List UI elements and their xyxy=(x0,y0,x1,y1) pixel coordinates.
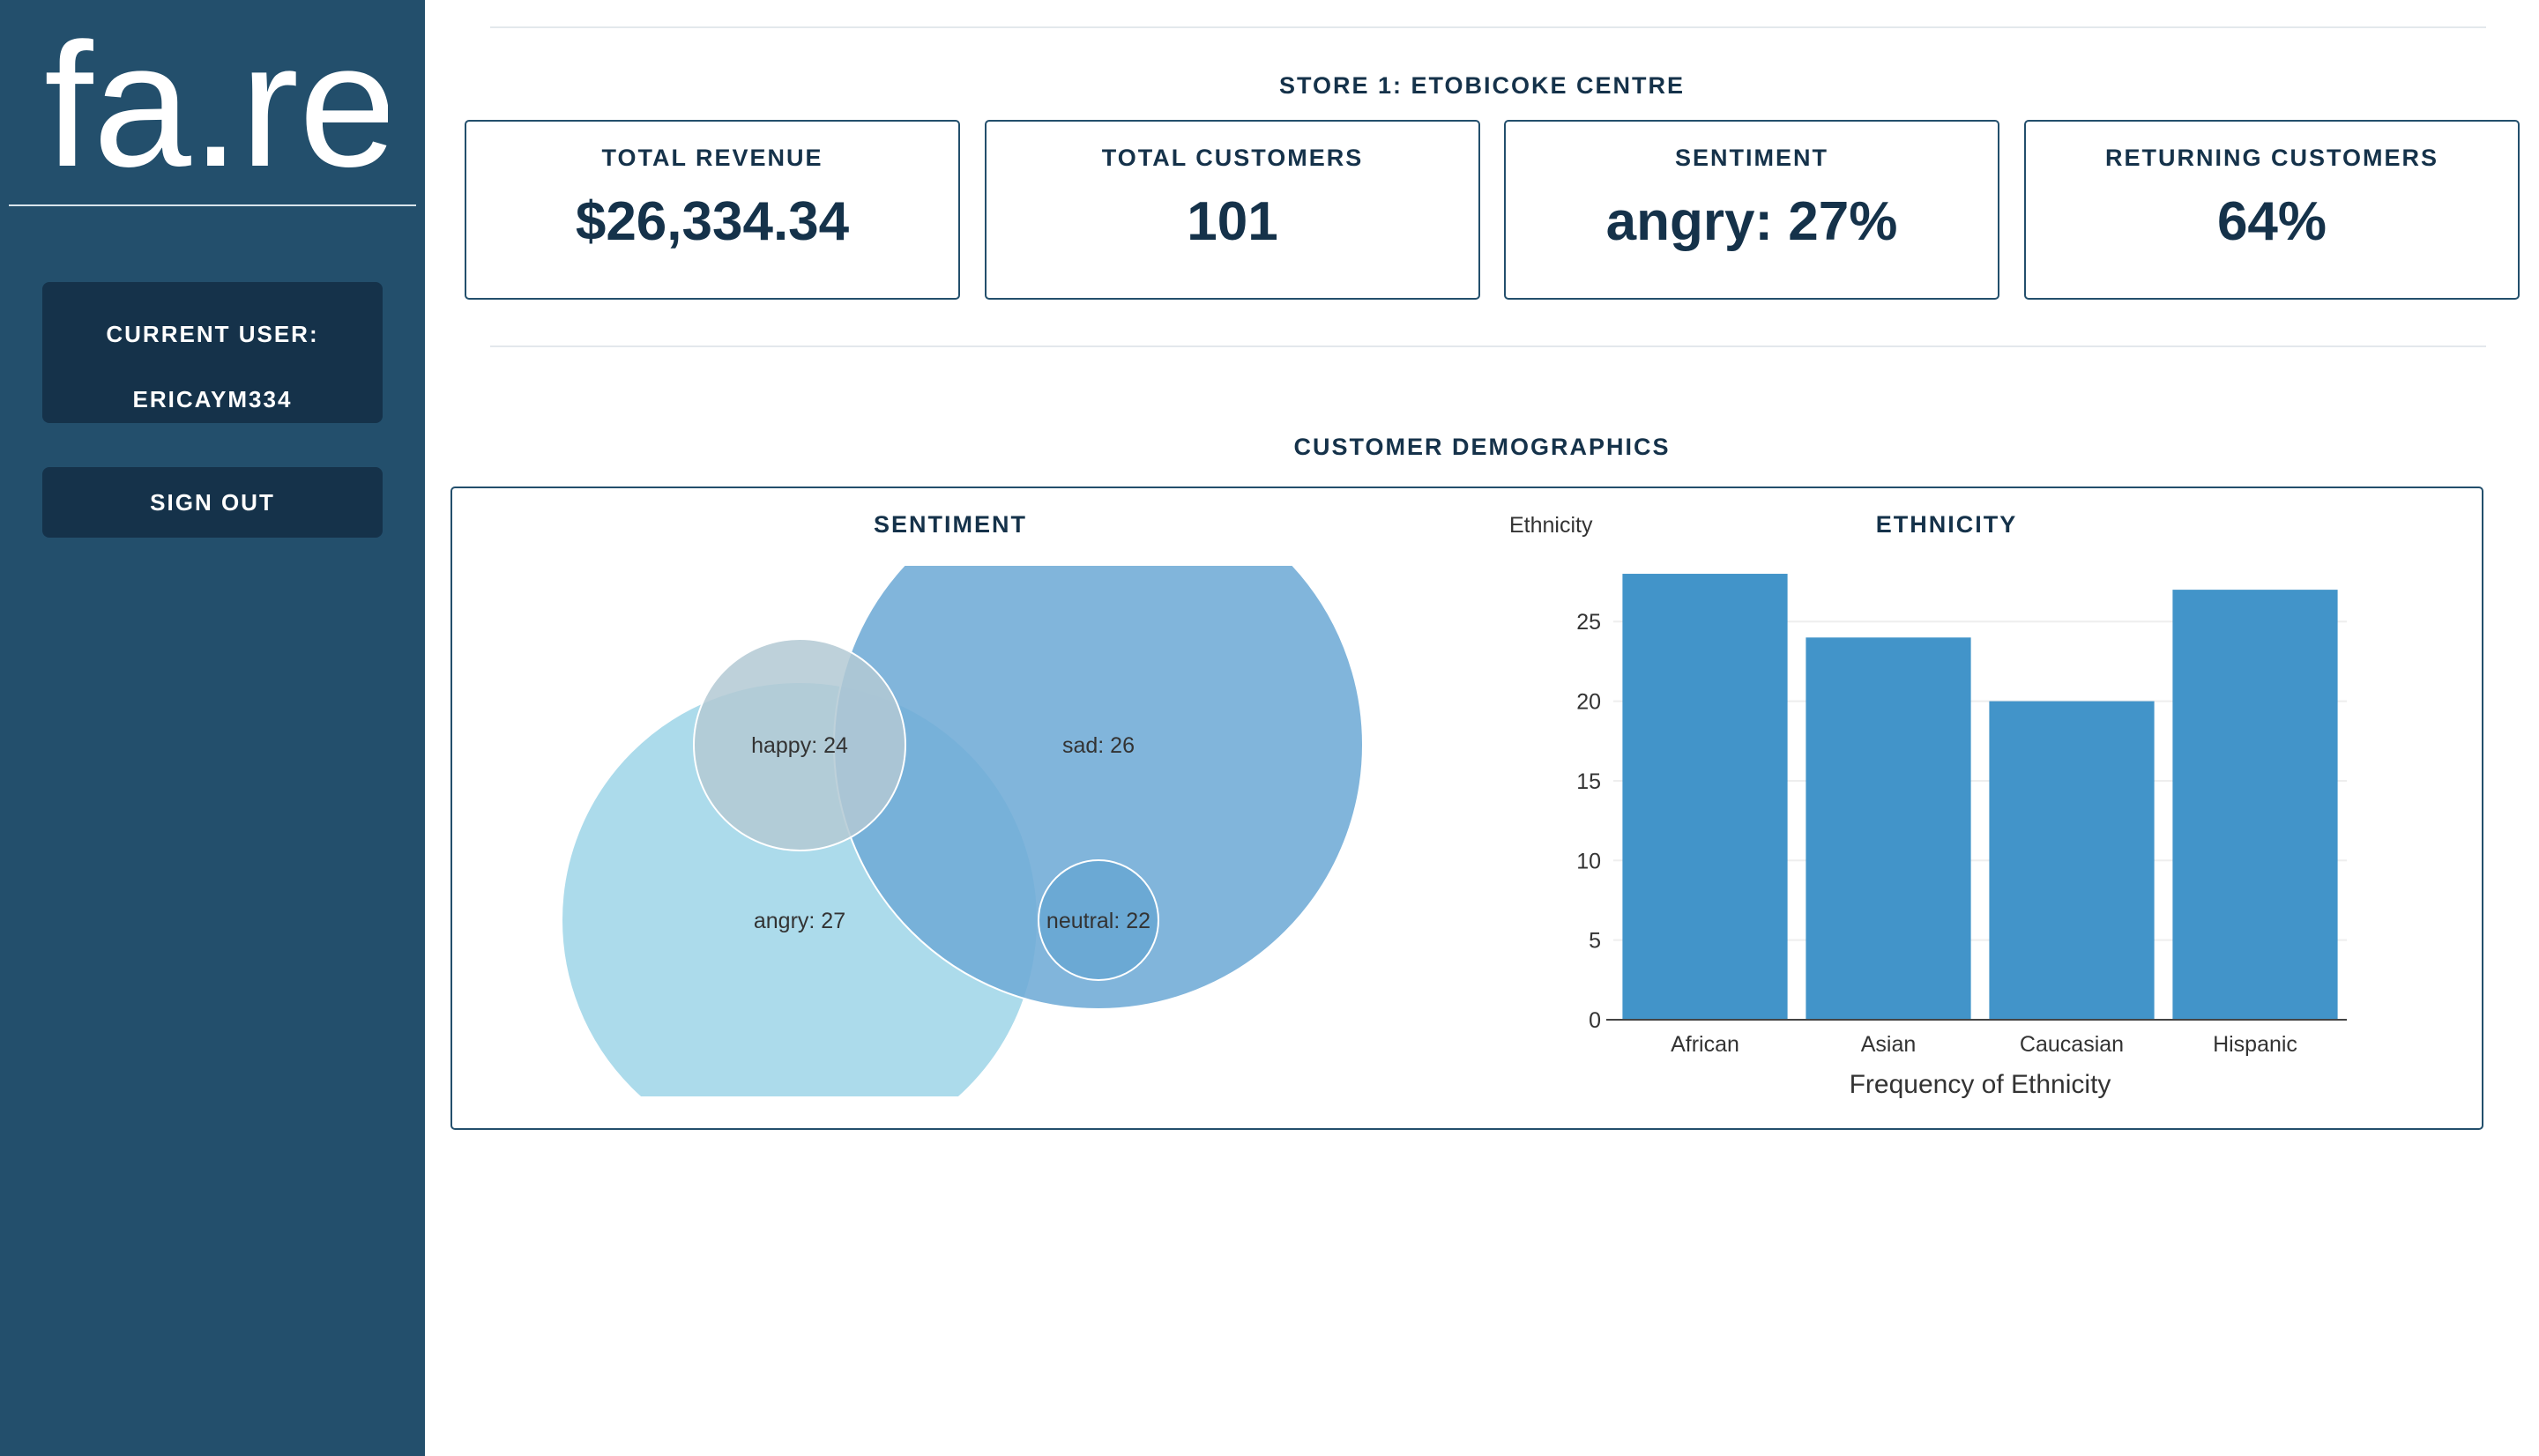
logo-divider xyxy=(9,204,416,206)
current-user-box: CURRENT USER: ERICAYM334 xyxy=(42,282,383,423)
bar-asian[interactable] xyxy=(1806,637,1971,1020)
y-tick-label: 10 xyxy=(1576,849,1601,873)
y-tick-label: 0 xyxy=(1589,1008,1601,1033)
kpi-value: 101 xyxy=(1187,191,1278,252)
bubble-label-angry: angry: 27 xyxy=(754,909,845,933)
store-title: STORE 1: ETOBICOKE CENTRE xyxy=(1278,72,1686,99)
demographics-panel: SENTIMENT ETHNICITY angry: 27 sad: 26 happ… xyxy=(450,487,2483,1130)
bubble-label-happy: happy: 24 xyxy=(751,733,848,758)
y-axis-title: Ethnicity xyxy=(1509,513,1593,538)
y-tick-label: 15 xyxy=(1576,769,1601,794)
kpi-sentiment: SENTIMENT angry: 27% xyxy=(1504,120,1999,300)
kpi-label: TOTAL CUSTOMERS xyxy=(1101,145,1364,171)
kpi-value: $26,334.34 xyxy=(575,191,850,252)
bubble-label-sad: sad: 26 xyxy=(1062,733,1135,758)
sign-out-button[interactable]: SIGN OUT xyxy=(42,467,383,538)
y-tick-label: 20 xyxy=(1576,690,1601,715)
kpi-value: 64% xyxy=(2216,191,2327,252)
sentiment-chart-title: SENTIMENT xyxy=(873,511,1027,538)
bubble-happy[interactable] xyxy=(693,638,906,851)
bubble-neutral[interactable] xyxy=(1038,859,1159,981)
bubble-label-neutral: neutral: 22 xyxy=(1046,909,1150,933)
bar-african[interactable] xyxy=(1622,574,1788,1020)
logo-text: fa.re xyxy=(44,26,388,185)
x-tick-label: African xyxy=(1671,1032,1739,1057)
current-user-label: CURRENT USER: xyxy=(106,321,319,347)
ethnicity-chart-title: ETHNICITY xyxy=(1875,511,2018,538)
bar-caucasian[interactable] xyxy=(1989,701,2155,1020)
demographics-title: CUSTOMER DEMOGRAPHICS xyxy=(1293,434,1671,460)
kpi-label: SENTIMENT xyxy=(1674,145,1828,171)
x-tick-label: Asian xyxy=(1861,1032,1917,1057)
y-tick-label: 5 xyxy=(1589,929,1601,954)
kpi-returning-customers: RETURNING CUSTOMERS 64% xyxy=(2024,120,2520,300)
fare-logo[interactable]: fa.re xyxy=(44,26,388,185)
top-divider xyxy=(490,26,2486,28)
x-axis-title: Frequency of Ethnicity xyxy=(1850,1070,2111,1099)
kpi-total-revenue: TOTAL REVENUE $26,334.34 xyxy=(465,120,960,300)
bar-hispanic[interactable] xyxy=(2172,590,2338,1020)
kpi-label: RETURNING CUSTOMERS xyxy=(2104,145,2439,171)
x-tick-label: Hispanic xyxy=(2213,1032,2297,1057)
y-tick-label: 25 xyxy=(1576,610,1601,635)
sentiment-bubble-chart: angry: 27 sad: 26 happy: 24 neutral: 22 xyxy=(561,566,1364,1096)
kpi-label: TOTAL REVENUE xyxy=(601,145,823,171)
sidebar: fa.re CURRENT USER: ERICAYM334 SIGN OUT xyxy=(0,0,425,1456)
x-tick-label: Caucasian xyxy=(2020,1032,2124,1057)
kpi-value: angry: 27% xyxy=(1605,191,1898,252)
current-user-name: ERICAYM334 xyxy=(132,386,293,412)
ethnicity-bar-chart: 0 5 10 15 20 25 African Asian Caucasian Hispanic E… xyxy=(1509,513,2347,1099)
kpi-total-customers: TOTAL CUSTOMERS 101 xyxy=(985,120,1480,300)
mid-divider xyxy=(490,345,2486,347)
